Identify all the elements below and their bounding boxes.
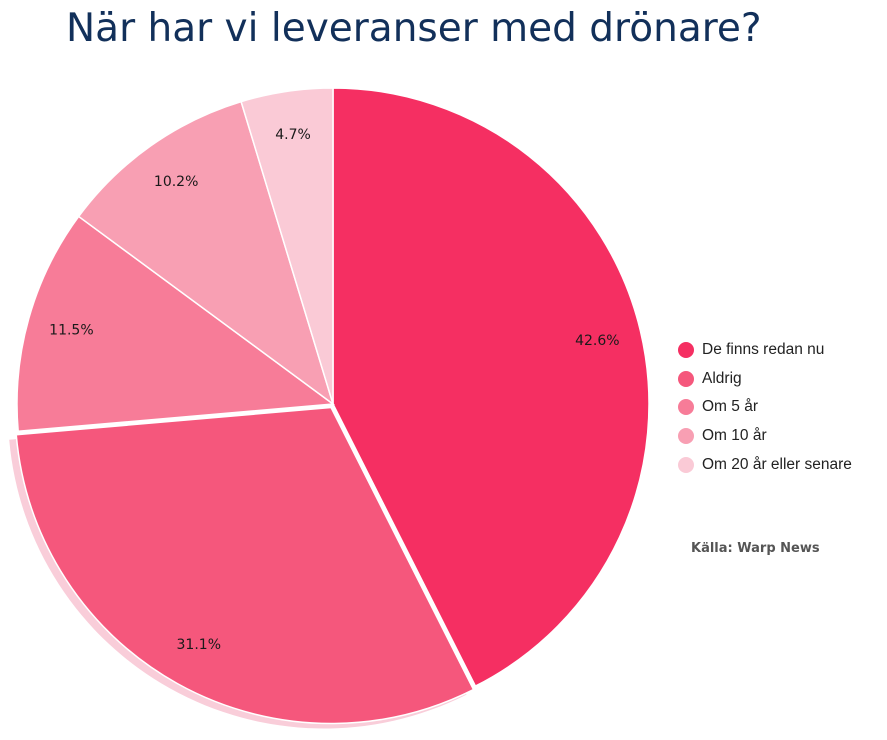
pie-slice-1: [332, 87, 650, 688]
legend-label: Om 5 år: [702, 398, 758, 416]
pie-slice-5: [240, 87, 334, 405]
slice-label-3: 11.5%: [49, 322, 93, 338]
source-note: Källa: Warp News: [691, 541, 820, 556]
slice-label-1: 42.6%: [575, 333, 619, 349]
chart-title: När har vi leveranser med drönare?: [66, 6, 762, 51]
legend-swatch-icon: [678, 456, 694, 473]
legend-item: Om 5 år: [678, 393, 852, 422]
legend-label: De finns redan nu: [702, 341, 825, 359]
legend-label: Aldrig: [702, 369, 742, 387]
legend-label: Om 20 år eller senare: [702, 455, 852, 473]
slice-label-5: 4.7%: [275, 127, 311, 143]
legend-item: Aldrig: [678, 365, 852, 394]
pie-slice-4: [77, 100, 335, 406]
legend-swatch-icon: [678, 399, 694, 416]
legend-label: Om 10 år: [702, 427, 767, 445]
pie-slice-3: [16, 215, 336, 433]
legend-item: Om 10 år: [678, 422, 852, 451]
legend: De finns redan nu Aldrig Om 5 år Om 10 år Om…: [678, 336, 852, 479]
legend-item: De finns redan nu: [678, 336, 852, 365]
pie-slice-2: [15, 406, 475, 725]
slice-label-4: 10.2%: [154, 174, 198, 190]
legend-swatch-icon: [678, 428, 694, 445]
legend-swatch-icon: [678, 370, 694, 387]
legend-item: Om 20 år eller senare: [678, 450, 852, 479]
slice-label-2: 31.1%: [177, 637, 221, 653]
legend-swatch-icon: [678, 342, 694, 359]
